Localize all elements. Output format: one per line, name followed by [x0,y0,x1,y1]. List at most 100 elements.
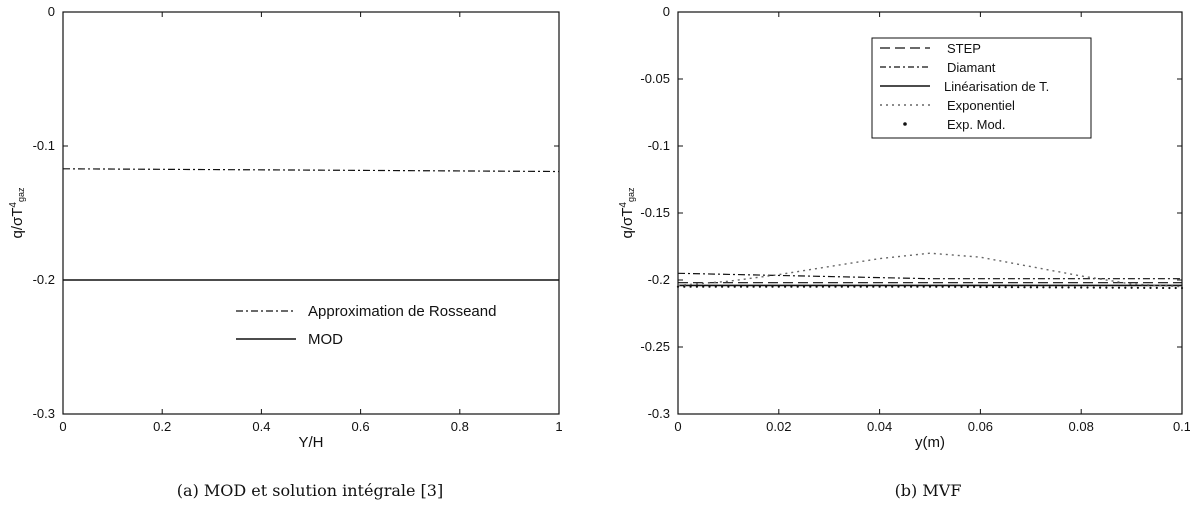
point-exp-mod [1080,286,1083,289]
point-exp-mod [1061,286,1064,289]
point-exp-mod [973,285,976,289]
point-exp-mod [1105,286,1108,289]
point-exp-mod [1155,286,1158,290]
x-axis-label-b: y(m) [915,434,945,451]
y-tick-label: 0 [48,4,55,19]
y-tick-label: -0.15 [640,205,670,220]
tick-labels-b: 0 0.02 0.04 0.06 0.08 0.1 0 -0.05 -0.1 -0.15 -0.2 -… [640,4,1190,434]
point-exp-mod [721,285,724,288]
point-exp-mod [777,285,780,288]
point-exp-mod [884,285,888,288]
point-exp-mod [1099,286,1102,289]
point-exp-mod [702,285,705,288]
point-exp-mod [1174,286,1177,290]
point-exp-mod [771,285,774,288]
point-exp-mod [695,285,699,288]
point-exp-mod [809,285,812,288]
point-exp-mod [739,285,743,288]
point-exp-mod [1073,286,1076,289]
series-line-diamant [677,272,1182,280]
point-exp-mod [1092,286,1095,289]
y-tick-label: -0.05 [640,71,670,86]
x-tick-label: 0.04 [867,419,892,434]
tick-labels-a: 0 0.2 0.4 0.6 0.8 1 0 -0.1 -0.2 -0.3 [33,4,563,434]
point-exp-mod [853,285,856,288]
legend-label-rosseand: Approximation de Rosseand [308,303,496,320]
point-exp-mod [1042,286,1045,289]
y-tick-label: -0.2 [33,272,55,287]
y-tick-label: -0.2 [648,272,670,287]
point-exp-mod [815,285,818,288]
y-axis-label-b: q/σT4gaz [618,187,636,239]
series-line-approximation-de-rosseand [62,168,560,173]
x-tick-label: 0.06 [968,419,993,434]
point-exp-mod [897,285,900,288]
point-exp-mod [746,285,749,288]
point-exp-mod [1054,286,1058,289]
point-exp-mod [928,285,932,288]
point-exp-mod [1004,286,1007,289]
point-exp-mod [733,285,736,288]
y-axis-label-a: q/σT4gaz [8,187,26,239]
legend-label-diamant: Diamant [947,60,996,75]
point-exp-mod [714,285,717,288]
point-exp-mod [1023,286,1026,289]
point-exp-mod [821,285,825,288]
point-exp-mod [1168,286,1171,290]
plot-frame-a [62,11,560,415]
x-tick-label: 0.2 [153,419,171,434]
x-tick-label: 0.4 [252,419,270,434]
point-exp-mod [796,285,799,288]
x-tick-label: 0 [674,419,681,434]
point-exp-mod [891,285,894,288]
point-exp-mod [1149,286,1152,289]
tick-marks-b [677,11,1183,415]
series-exp-mod [676,285,1184,290]
y-tick-label: -0.3 [648,406,670,421]
caption-a: (a) MOD et solution intégrale [3] [177,481,443,500]
point-exp-mod [979,285,982,289]
series-a [62,168,560,281]
point-exp-mod [727,285,730,288]
point-exp-mod [1017,286,1020,289]
panel-a: 0 0.2 0.4 0.6 0.8 1 0 -0.1 -0.2 -0.3 Approximatio… [8,4,563,500]
legend-label-step: STEP [947,41,981,56]
legend-a: Approximation de Rosseand MOD [228,290,554,358]
point-exp-mod [1180,286,1184,290]
point-exp-mod [683,285,686,288]
point-exp-mod [784,285,787,288]
point-exp-mod [828,285,831,288]
legend-sample-exp-mod [903,122,907,126]
point-exp-mod [985,285,988,289]
panel-b: 0 0.02 0.04 0.06 0.08 0.1 0 -0.05 -0.1 -0.15 -0.2 -… [618,4,1190,500]
point-exp-mod [998,285,1001,289]
point-exp-mod [960,285,963,288]
x-tick-label: 0.02 [766,419,791,434]
x-tick-label: 0.6 [352,419,370,434]
legend-label-exp-mod: Exp. Mod. [947,117,1006,132]
point-exp-mod [689,285,692,288]
point-exp-mod [1143,286,1146,289]
point-exp-mod [991,285,995,289]
point-exp-mod [802,285,806,288]
point-exp-mod [1136,286,1139,289]
point-exp-mod [758,285,762,288]
legend-box-b [871,37,1092,139]
point-exp-mod [1029,286,1032,289]
y-tick-label: -0.1 [33,138,55,153]
point-exp-mod [910,285,913,288]
caption-b: (b) MVF [895,481,962,500]
legend-box-a [228,290,554,358]
point-exp-mod [947,285,951,288]
point-exp-mod [1086,286,1089,289]
point-exp-mod [847,285,850,288]
point-exp-mod [1130,286,1133,289]
point-exp-mod [1117,286,1121,289]
point-exp-mod [840,285,843,288]
point-exp-mod [859,285,862,288]
point-exp-mod [922,285,925,288]
series-b [676,252,1184,290]
point-exp-mod [790,285,793,288]
legend-label-linearisation: Linéarisation de T. [944,79,1049,94]
point-exp-mod [878,285,881,288]
